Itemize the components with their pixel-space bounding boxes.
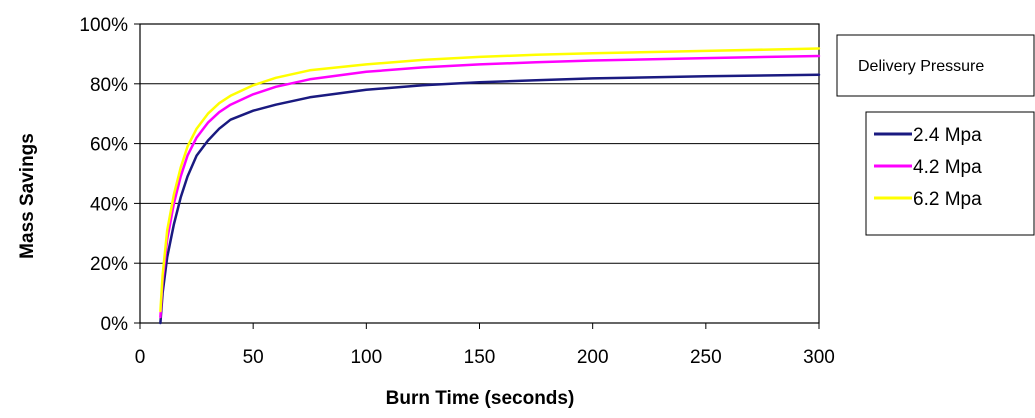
y-tick-label: 40%: [90, 194, 128, 215]
y-tick-label: 100%: [79, 15, 128, 36]
x-tick-label: 50: [243, 347, 264, 368]
x-tick-label: 200: [577, 347, 609, 368]
y-tick-label: 60%: [90, 135, 128, 156]
gridlines: [140, 23, 819, 324]
legend-label: 6.2 Mpa: [913, 189, 982, 210]
x-axis: 0 50 100 150 200 250 300: [135, 323, 835, 368]
series-line-2: [159, 54, 821, 319]
y-tick-label: 0%: [101, 314, 129, 335]
y-tick-label: 20%: [90, 254, 128, 275]
legend-title: Delivery Pressure: [858, 58, 984, 75]
legend-entries: 2.4 Mpa 4.2 Mpa 6.2 Mpa: [874, 125, 982, 210]
x-tick-label: 100: [350, 347, 382, 368]
legend-label: 2.4 Mpa: [913, 125, 982, 146]
x-tick-label: 150: [464, 347, 496, 368]
x-tick-label: 0: [135, 347, 146, 368]
x-tick-label: 300: [803, 347, 835, 368]
x-axis-title: Burn Time (seconds): [386, 388, 575, 409]
plot-area: [139, 23, 820, 324]
legend-label: 4.2 Mpa: [913, 157, 982, 178]
legend: Delivery Pressure 2.4 Mpa 4.2 Mpa 6.2 Mpa: [836, 34, 1035, 236]
x-tick-label: 250: [690, 347, 722, 368]
series-line-1: [159, 73, 821, 325]
series-line-3: [159, 47, 821, 313]
y-tick-label: 80%: [90, 75, 128, 96]
legend-title-box: [836, 34, 1035, 97]
y-axis-title: Mass Savings: [17, 133, 38, 259]
y-axis: 0% 20% 40% 60% 80% 100%: [79, 15, 140, 335]
series-lines: [159, 47, 821, 325]
